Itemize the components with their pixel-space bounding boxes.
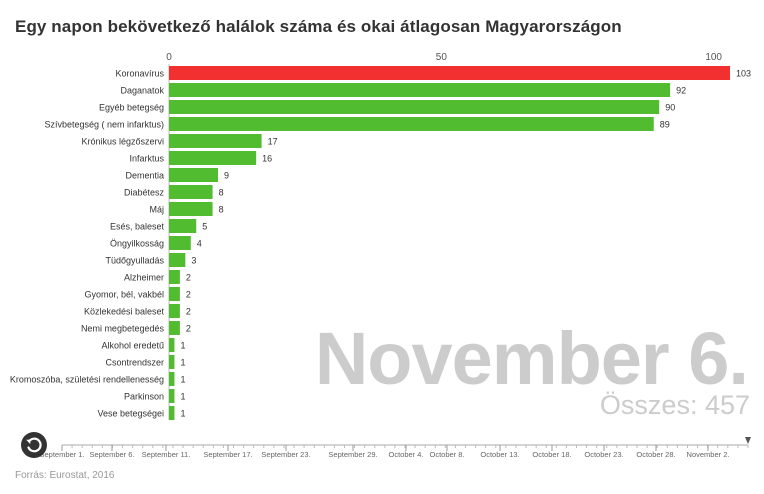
timeline-label-7: October 8. bbox=[429, 450, 464, 459]
bar-category-label-0: Koronavírus bbox=[115, 69, 164, 79]
bar-4 bbox=[169, 134, 262, 148]
bar-18 bbox=[169, 372, 175, 386]
replay-button[interactable] bbox=[21, 432, 47, 458]
bar-category-label-20: Vese betegségei bbox=[97, 409, 164, 419]
bar-value-label-10: 4 bbox=[197, 239, 202, 249]
timeline-label-8: October 13. bbox=[480, 450, 519, 459]
bar-20 bbox=[169, 406, 175, 420]
bar-value-label-8: 8 bbox=[219, 205, 224, 215]
bar-8 bbox=[169, 202, 213, 216]
chart-title: Egy napon bekövetkező halálok száma és o… bbox=[15, 17, 622, 36]
source-note: Forrás: Eurostat, 2016 bbox=[15, 470, 115, 481]
bar-17 bbox=[169, 355, 175, 369]
bar-3 bbox=[169, 117, 654, 131]
x-tick-label-1: 50 bbox=[436, 52, 448, 63]
bar-value-label-17: 1 bbox=[180, 358, 185, 368]
bar-category-label-3: Szívbetegség ( nem infarktus) bbox=[44, 120, 164, 130]
total-count-label: Összes: 457 bbox=[599, 390, 750, 420]
bar-category-label-15: Nemi megbetegedés bbox=[81, 324, 165, 334]
bar-15 bbox=[169, 321, 180, 335]
timeline-label-4: September 23. bbox=[261, 450, 310, 459]
timeline-label-5: September 29. bbox=[328, 450, 377, 459]
bar-category-label-16: Alkohol eredetű bbox=[101, 341, 164, 351]
bar-category-label-18: Kromoszóba, születési rendellenesség bbox=[10, 375, 164, 385]
bar-value-label-4: 17 bbox=[268, 137, 278, 147]
timeline-label-6: October 4. bbox=[388, 450, 423, 459]
bar-value-label-20: 1 bbox=[180, 409, 185, 419]
bar-category-label-6: Dementia bbox=[125, 171, 164, 181]
x-tick-label-2: 100 bbox=[705, 52, 722, 63]
bar-value-label-16: 1 bbox=[180, 341, 185, 351]
bar-category-label-5: Infarktus bbox=[129, 154, 164, 164]
bar-value-label-19: 1 bbox=[180, 392, 185, 402]
timeline-label-11: October 28. bbox=[636, 450, 675, 459]
bar-category-label-11: Tüdőgyulladás bbox=[105, 256, 164, 266]
bar-category-label-4: Krónikus légzőszervi bbox=[81, 137, 164, 147]
bar-value-label-9: 5 bbox=[202, 222, 207, 232]
bar-value-label-7: 8 bbox=[219, 188, 224, 198]
timeline-label-10: October 23. bbox=[584, 450, 623, 459]
bar-value-label-13: 2 bbox=[186, 290, 191, 300]
bar-value-label-11: 3 bbox=[191, 256, 196, 266]
bar-value-label-0: 103 bbox=[736, 69, 751, 79]
bar-value-label-2: 90 bbox=[665, 103, 675, 113]
bar-value-label-18: 1 bbox=[180, 375, 185, 385]
timeline-label-2: September 11. bbox=[142, 450, 191, 459]
timeline: September 1. September 6. September 11. Sep… bbox=[39, 437, 751, 459]
bar-14 bbox=[169, 304, 180, 318]
bar-category-label-9: Esés, baleset bbox=[110, 222, 165, 232]
bar-category-label-8: Máj bbox=[149, 205, 164, 215]
bar-5 bbox=[169, 151, 257, 165]
bar-13 bbox=[169, 287, 180, 301]
bar-16 bbox=[169, 338, 175, 352]
bar-11 bbox=[169, 253, 186, 267]
bar-category-label-19: Parkinson bbox=[124, 392, 164, 402]
bar-19 bbox=[169, 389, 175, 403]
bar-0 bbox=[169, 66, 730, 80]
bar-value-label-14: 2 bbox=[186, 307, 191, 317]
bar-2 bbox=[169, 100, 660, 114]
timeline-handle-icon bbox=[745, 437, 751, 444]
bar-9 bbox=[169, 219, 197, 233]
bar-7 bbox=[169, 185, 213, 199]
bar-category-label-13: Gyomor, bél, vakbél bbox=[84, 290, 164, 300]
bar-category-label-10: Öngyilkosság bbox=[110, 239, 164, 249]
bar-value-label-6: 9 bbox=[224, 171, 229, 181]
timeline-label-0: September 1. bbox=[39, 450, 84, 459]
timeline-label-9: October 18. bbox=[532, 450, 571, 459]
bar-category-label-17: Csontrendszer bbox=[105, 358, 164, 368]
bar-value-label-12: 2 bbox=[186, 273, 191, 283]
bar-category-label-12: Alzheimer bbox=[124, 273, 164, 283]
timeline-label-12: November 2. bbox=[687, 450, 730, 459]
bar-value-label-5: 16 bbox=[262, 154, 272, 164]
bar-category-label-14: Közlekedési baleset bbox=[84, 307, 165, 317]
bar-category-label-7: Diabétesz bbox=[124, 188, 165, 198]
bar-value-label-15: 2 bbox=[186, 324, 191, 334]
replay-icon bbox=[26, 437, 42, 453]
bar-category-label-2: Egyéb betegség bbox=[99, 103, 164, 113]
bar-10 bbox=[169, 236, 191, 250]
bar-6 bbox=[169, 168, 219, 182]
timeline-label-1: September 6. bbox=[89, 450, 134, 459]
current-date-label: November 6. bbox=[314, 317, 749, 400]
timeline-label-3: September 17. bbox=[203, 450, 252, 459]
x-tick-label-0: 0 bbox=[166, 52, 172, 63]
bar-category-label-1: Daganatok bbox=[120, 86, 164, 96]
bar-1 bbox=[169, 83, 671, 97]
bar-12 bbox=[169, 270, 180, 284]
bar-value-label-3: 89 bbox=[660, 120, 670, 130]
bar-value-label-1: 92 bbox=[676, 86, 686, 96]
